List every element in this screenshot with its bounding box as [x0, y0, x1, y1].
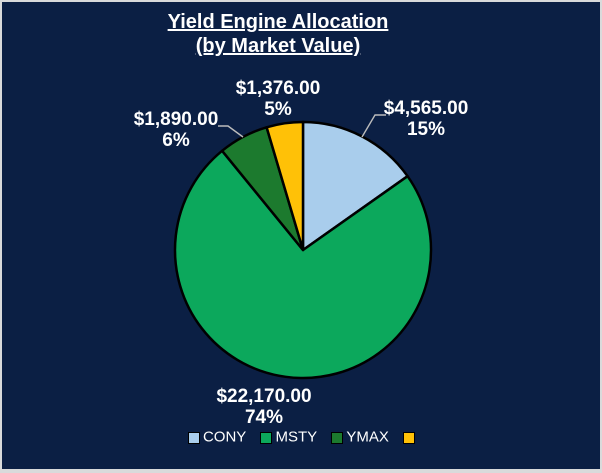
svg-text:$22,170.00: $22,170.00	[216, 386, 311, 407]
svg-text:74%: 74%	[245, 407, 283, 428]
svg-text:5%: 5%	[264, 99, 292, 120]
svg-text:$1,376.00: $1,376.00	[236, 78, 321, 99]
svg-text:6%: 6%	[162, 130, 190, 151]
svg-text:$4,565.00: $4,565.00	[384, 98, 469, 119]
svg-text:15%: 15%	[407, 119, 445, 140]
svg-text:$1,890.00: $1,890.00	[134, 109, 219, 130]
